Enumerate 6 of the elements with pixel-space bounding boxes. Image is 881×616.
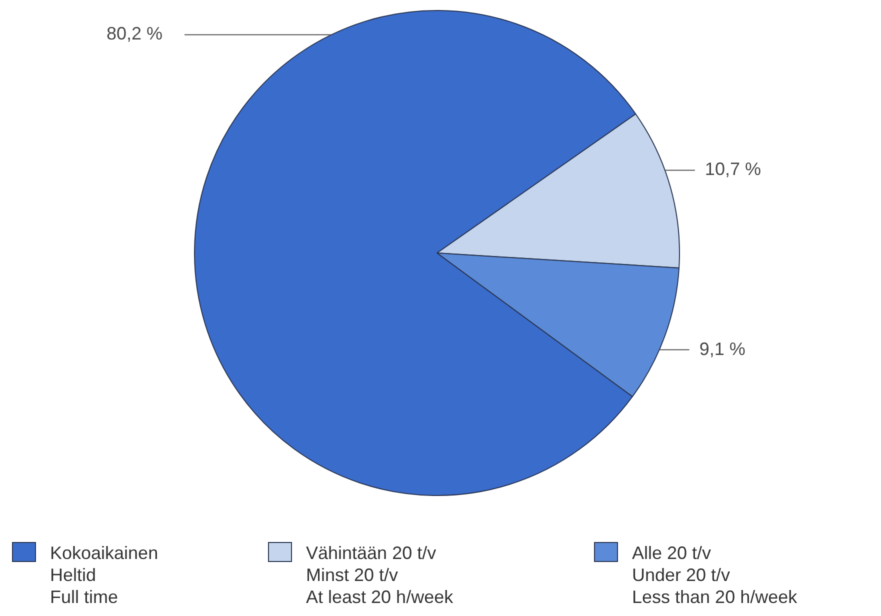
data-label: 9,1 % [699,338,746,359]
data-label: 80,2 % [106,24,162,44]
data-label: 10,7 % [704,159,761,180]
legend-label: Vähintään 20 t/v Minst 20 t/v At least 20 h/week [306,542,454,608]
legend-label: Alle 20 t/v Under 20 t/v Less than 20 h/week [632,542,798,608]
legend-label: Kokoaikainen Heltid Full time [50,542,158,608]
